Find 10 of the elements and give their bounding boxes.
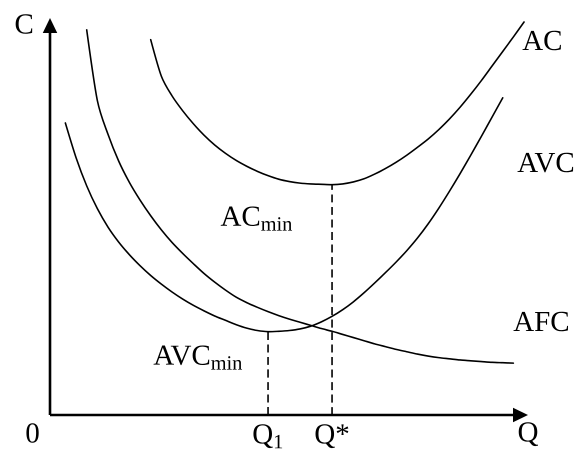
annotation: AVC$_{min}$ bbox=[154, 345, 242, 370]
series-label: AVC bbox=[517, 152, 574, 172]
series-label: AC bbox=[522, 30, 561, 50]
series-label: AFC bbox=[513, 312, 568, 332]
x-axis-title: Q bbox=[518, 422, 538, 446]
y-axis-title: C bbox=[16, 14, 32, 34]
x-tick-label: Q* bbox=[316, 424, 348, 448]
text: 0 bbox=[26, 423, 39, 443]
annotation: AC$_{min}$ bbox=[220, 206, 292, 231]
x-tick-label: Q$_{1}$ bbox=[253, 424, 282, 448]
